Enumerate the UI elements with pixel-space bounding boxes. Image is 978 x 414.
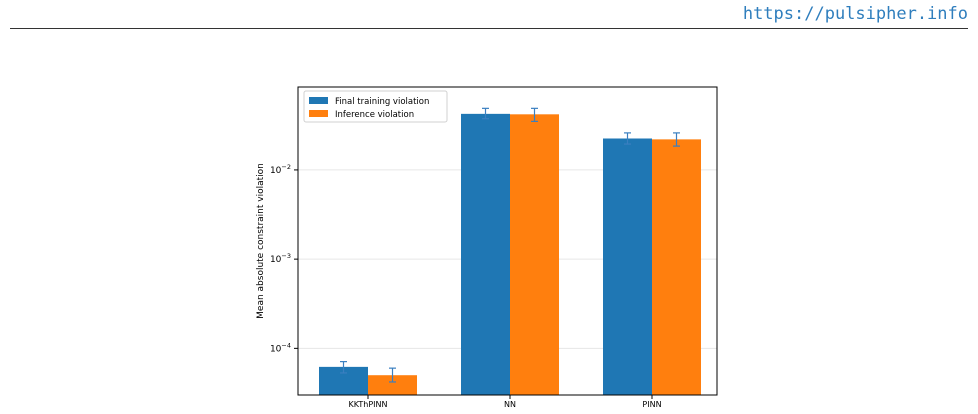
legend-label-training: Final training violation <box>335 97 429 107</box>
legend-swatch-inference <box>309 110 328 117</box>
legend-label-inference: Inference violation <box>335 110 414 120</box>
y-tick-label: 10−3 <box>270 252 291 265</box>
legend-swatch-training <box>309 97 328 104</box>
x-tick-label: PINN <box>642 400 661 409</box>
bars <box>319 113 701 395</box>
error-bars <box>340 107 680 383</box>
bar-pinn-inference <box>652 139 701 395</box>
legend: Final training violation Inference violat… <box>303 90 448 123</box>
y-axis: 10−4 10−3 10−2 <box>270 163 298 354</box>
legend-box <box>303 90 448 123</box>
x-tick-label: KKThPINN <box>349 400 388 409</box>
bar-kkthpinn-inference <box>368 375 417 395</box>
header-url-link[interactable]: https://pulsipher.info <box>742 4 968 24</box>
header-divider <box>10 28 968 29</box>
bar-pinn-training <box>603 138 652 395</box>
bar-nn-training <box>461 113 510 395</box>
bar-nn-inference <box>510 114 559 395</box>
y-axis-label: Mean absolute constraint violation <box>256 163 266 319</box>
x-axis: KKThPINN NN PINN <box>349 395 662 409</box>
plot-frame <box>297 86 718 396</box>
y-tick-label: 10−2 <box>270 163 291 176</box>
y-tick-label: 10−4 <box>270 341 291 354</box>
x-tick-label: NN <box>504 400 516 409</box>
